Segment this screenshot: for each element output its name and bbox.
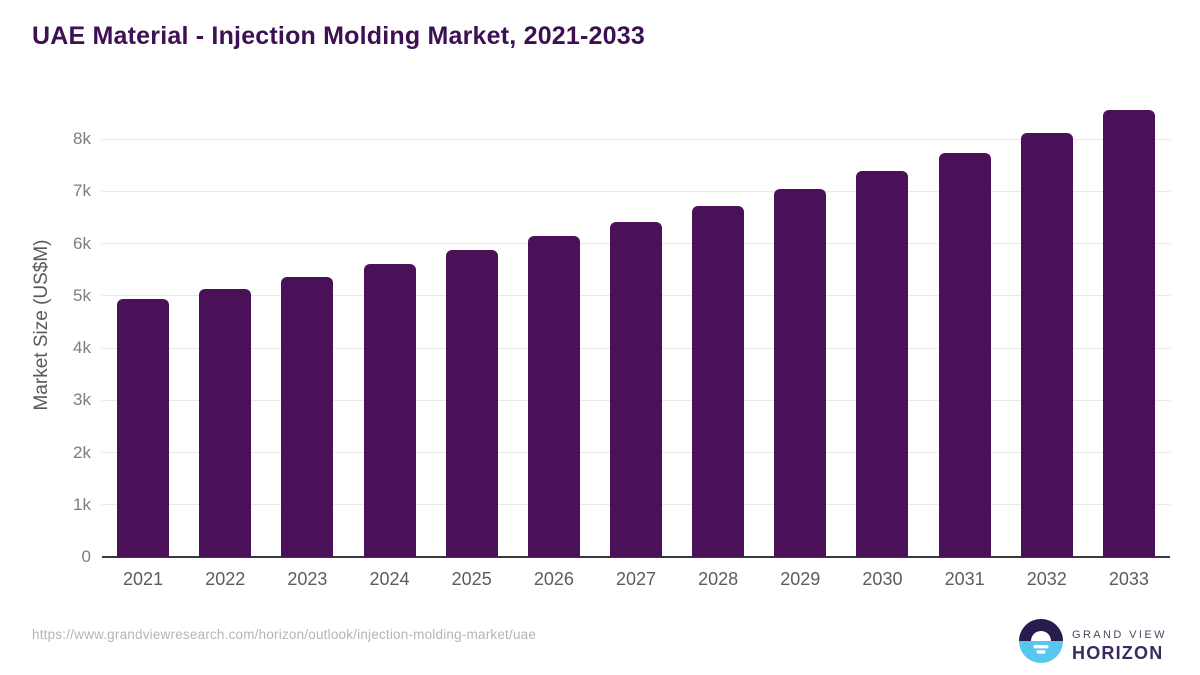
y-tick-label: 4k (73, 338, 91, 357)
bar-2025[interactable] (445, 250, 498, 557)
y-tick-label: 6k (73, 233, 91, 253)
x-tick-label: 2023 (287, 569, 328, 589)
x-axis-line (102, 556, 1170, 558)
x-tick-label: 2032 (1026, 569, 1067, 589)
brand-text: GRAND VIEW HORIZON (1072, 620, 1167, 663)
brand-name-top: GRAND VIEW (1072, 628, 1167, 641)
bar-2031[interactable] (938, 152, 991, 557)
x-tick-label: 2027 (615, 569, 657, 589)
x-tick-label: 2021 (123, 569, 164, 589)
y-tick-label: 8k (73, 129, 91, 148)
bar-2028[interactable] (692, 205, 745, 557)
x-tick-label: 2031 (944, 569, 985, 589)
brand-logo: GRAND VIEW HORIZON (1019, 619, 1167, 663)
y-tick-label: 7k (73, 181, 91, 201)
bar-2027[interactable] (610, 222, 662, 557)
x-tick-label: 2029 (780, 569, 821, 589)
y-tick-label: 0 (81, 547, 91, 566)
bar-2026[interactable] (527, 236, 580, 557)
gridline (102, 190, 1170, 192)
y-tick-label: 2k (73, 442, 91, 462)
bar-2033[interactable] (1102, 110, 1155, 557)
bar-2023[interactable] (281, 277, 334, 557)
bar-2021[interactable] (117, 298, 170, 557)
page-title: UAE Material - Injection Molding Market,… (32, 22, 645, 50)
source-url: https://www.grandviewresearch.com/horizo… (32, 627, 537, 642)
x-tick-label: 2033 (1108, 569, 1149, 589)
bar-2032[interactable] (1020, 132, 1073, 557)
bar-2024[interactable] (363, 263, 416, 557)
x-tick-label: 2028 (698, 569, 739, 589)
brand-name-bottom: HORIZON (1072, 642, 1164, 663)
horizon-logo-icon (1019, 619, 1063, 663)
x-tick-label: 2024 (369, 569, 410, 589)
x-tick-label: 2025 (451, 569, 492, 589)
y-tick-label: 3k (73, 390, 91, 410)
bar-2022[interactable] (199, 289, 252, 557)
bar-2030[interactable] (856, 171, 909, 557)
gridline (102, 138, 1170, 140)
bar-2029[interactable] (774, 189, 827, 557)
y-tick-label: 5k (73, 285, 91, 305)
x-tick-label: 2030 (862, 569, 903, 589)
x-tick-label: 2022 (205, 569, 246, 589)
y-axis-title: Market Size (US$M) (31, 239, 52, 411)
y-tick-label: 1k (73, 494, 91, 514)
x-tick-label: 2026 (533, 569, 574, 589)
